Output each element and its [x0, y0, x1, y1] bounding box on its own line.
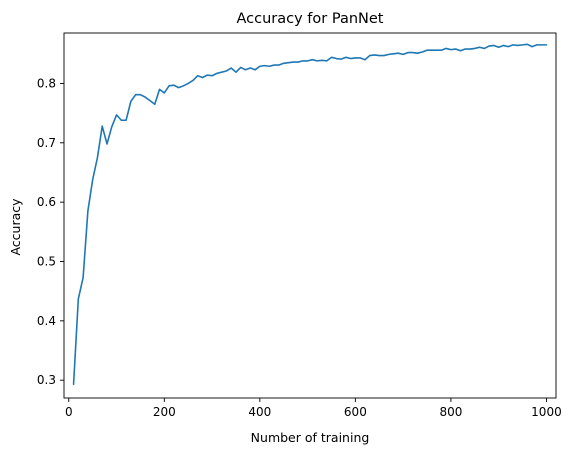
- plot-area: 0 200 400 600 800 1000 0.3 0.4 0.5 0.6 0.7 0.8: [37, 32, 562, 419]
- chart-title: Accuracy for PanNet: [237, 11, 384, 27]
- x-tick-label: 200: [153, 405, 176, 419]
- x-tick-label: 800: [439, 405, 462, 419]
- series-line-1: [72, 43, 548, 386]
- y-tick-label: 0.3: [37, 373, 56, 387]
- x-tick-label: 600: [344, 405, 367, 419]
- x-axis-title: Number of training: [251, 430, 370, 445]
- plot-frame: [63, 32, 557, 399]
- y-tick-label: 0.8: [37, 76, 56, 90]
- y-tick-label: 0.7: [37, 136, 56, 150]
- y-tick-label: 0.6: [37, 195, 56, 209]
- x-tick-label: 0: [65, 405, 73, 419]
- y-tick-label: 0.5: [37, 254, 56, 268]
- x-tick-label: 400: [248, 405, 271, 419]
- y-tick-label: 0.4: [37, 314, 56, 328]
- x-tick-label: 1000: [531, 405, 562, 419]
- y-axis-title: Accuracy: [8, 198, 23, 256]
